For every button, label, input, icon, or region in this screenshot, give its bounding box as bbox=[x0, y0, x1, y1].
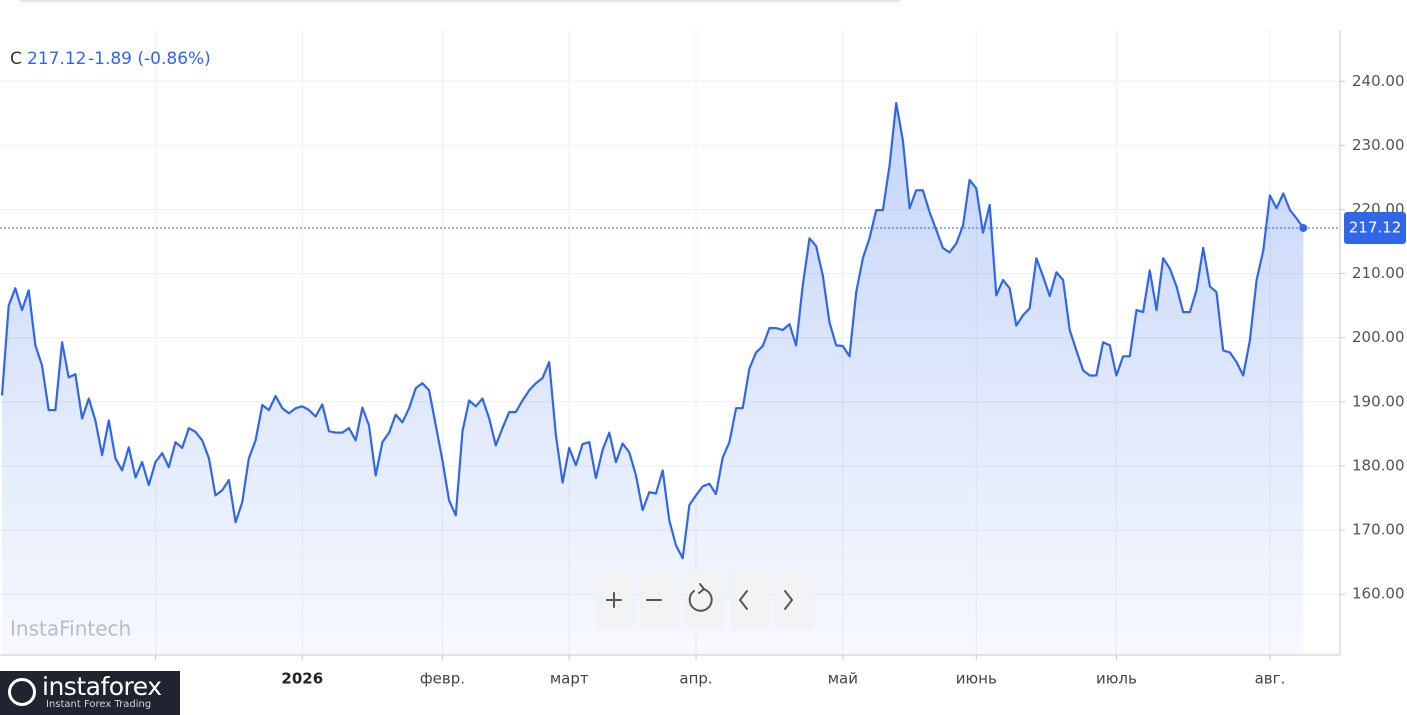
brand-tagline: Instant Forex Trading bbox=[46, 699, 152, 710]
x-tick-label: июнь bbox=[956, 670, 997, 688]
button-bg[interactable] bbox=[685, 571, 725, 629]
zoom-out-button[interactable] bbox=[640, 571, 680, 629]
reset-button[interactable] bbox=[685, 571, 725, 629]
x-tick-label: март bbox=[550, 670, 589, 688]
x-tick-label: 2026 bbox=[281, 670, 323, 688]
legend-change: -1.89 (-0.86%) bbox=[88, 49, 211, 69]
legend-prefix: C bbox=[10, 49, 22, 69]
x-tick-label: авг. bbox=[1255, 670, 1286, 688]
area bbox=[2, 103, 1304, 656]
brand-logo[interactable]: instaforex Instant Forex Trading bbox=[0, 671, 180, 715]
plus-icon bbox=[606, 592, 622, 608]
right-icon bbox=[784, 590, 794, 610]
x-tick-label: февр. bbox=[420, 670, 465, 688]
watermark: InstaFintech bbox=[10, 617, 131, 641]
legend-value: 217.12 bbox=[27, 49, 86, 69]
last-point bbox=[1299, 223, 1308, 232]
y-tick-label: 180.00 bbox=[1352, 456, 1405, 474]
plot bbox=[0, 102, 1340, 656]
price-line bbox=[0, 102, 1305, 560]
brand-name: instaforex bbox=[42, 672, 162, 701]
y-tick-label: 190.00 bbox=[1352, 392, 1405, 410]
zoom-in-button[interactable] bbox=[595, 571, 635, 629]
y-tick-label: 240.00 bbox=[1352, 72, 1405, 90]
scroll-left-button[interactable] bbox=[730, 571, 770, 629]
reset-icon bbox=[688, 583, 713, 612]
last-price-tag bbox=[1344, 211, 1406, 244]
last-price-label: 217.12 bbox=[1349, 218, 1402, 236]
button-bg[interactable] bbox=[730, 571, 770, 629]
button-bg[interactable] bbox=[775, 571, 815, 629]
y-tick-label: 170.00 bbox=[1352, 521, 1405, 539]
logo-mark bbox=[8, 678, 36, 706]
scroll-right-button[interactable] bbox=[775, 571, 815, 629]
x-tick-label: июль bbox=[1096, 670, 1137, 688]
top-scrollbar bbox=[20, 0, 900, 2]
x-tick-label: апр. bbox=[679, 670, 712, 688]
y-tick-label: 230.00 bbox=[1352, 136, 1405, 154]
left-icon bbox=[738, 590, 748, 610]
x-tick-label: май bbox=[828, 670, 858, 688]
y-tick-label: 160.00 bbox=[1352, 585, 1405, 603]
y-tick-label: 210.00 bbox=[1352, 264, 1405, 282]
zoom-controls bbox=[595, 571, 815, 629]
y-tick-label: 200.00 bbox=[1352, 328, 1405, 346]
